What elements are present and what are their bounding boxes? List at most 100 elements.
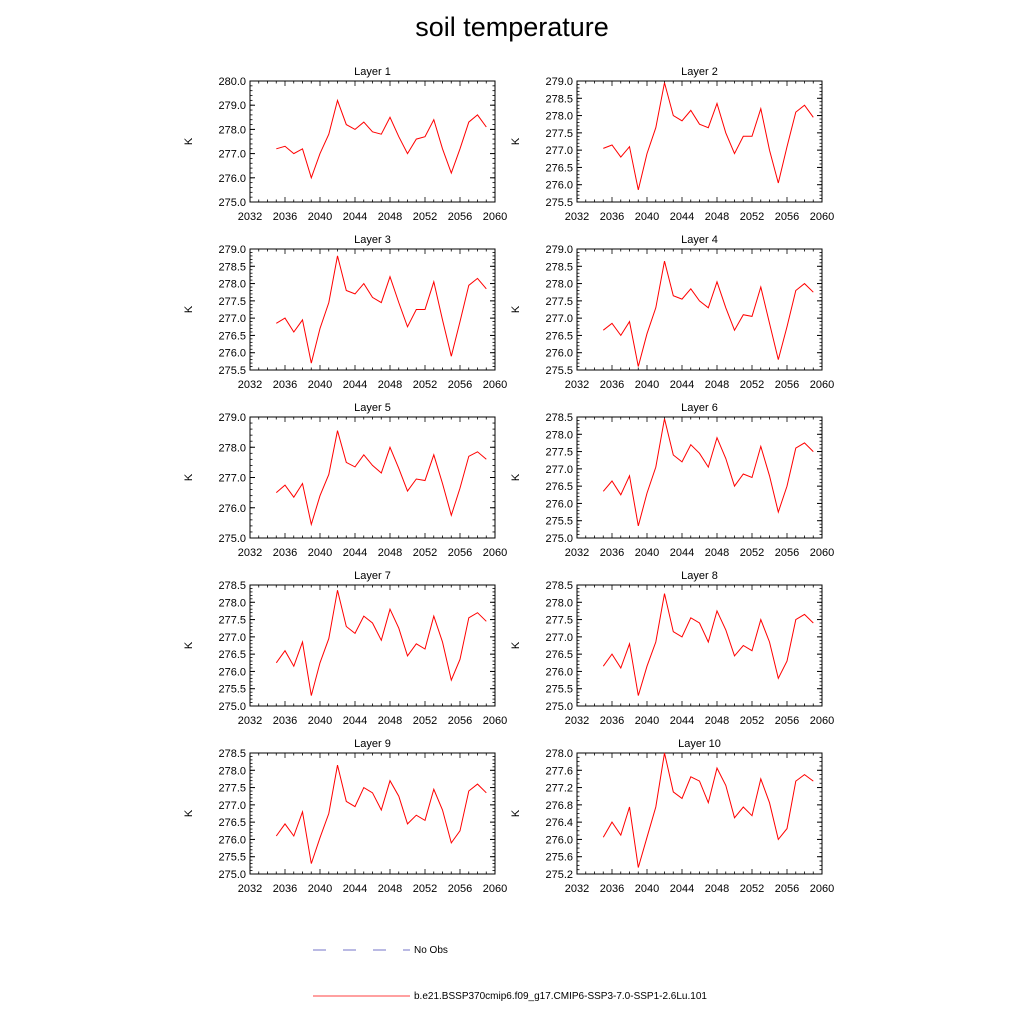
y-tick-label: 278.0 [218,597,246,609]
x-tick-label: 2048 [705,883,729,895]
x-tick-label: 2032 [238,379,262,391]
y-tick-label: 276.5 [545,649,573,661]
chart-panel-4: Layer 4 275.5 276.0 276.5 277.0 277.5 278.0 278… [510,234,834,391]
x-tick-label: 2036 [600,211,624,223]
series-line [602,593,814,696]
y-tick-label: 275.0 [545,533,573,545]
x-tick-label: 2040 [635,715,659,727]
x-tick-label: 2060 [483,715,507,727]
y-tick-label: 276.0 [545,834,573,846]
y-tick-label: 276.0 [218,503,246,515]
chart-main-title: soil temperature [415,12,609,42]
y-tick-label: 276.5 [545,162,573,174]
x-tick-label: 2048 [378,211,402,223]
x-tick-label: 2032 [565,379,589,391]
y-tick-label: 277.5 [545,615,573,627]
x-tick-label: 2044 [670,547,694,559]
y-tick-label: 278.5 [545,580,573,592]
x-tick-label: 2048 [705,379,729,391]
chart-panel-8: Layer 8 275.0 275.5 276.0 276.5 277.0 277.5 278… [510,570,834,727]
x-tick-label: 2048 [705,547,729,559]
panel-title: Layer 1 [354,66,391,78]
y-tick-label: 278.0 [545,429,573,441]
panel-title: Layer 10 [678,738,721,750]
y-tick-label: 275.0 [218,197,246,209]
x-tick-label: 2032 [238,211,262,223]
panel-title: Layer 9 [354,738,391,750]
x-tick-label: 2052 [740,547,764,559]
y-tick-label: 278.0 [545,748,573,760]
y-tick-label: 275.5 [218,365,246,377]
chart-panel-3: Layer 3 275.5 276.0 276.5 277.0 277.5 278.0 278… [183,234,507,391]
x-tick-label: 2036 [273,715,297,727]
y-tick-label: 279.0 [545,244,573,256]
x-tick-label: 2060 [483,547,507,559]
x-tick-label: 2060 [810,379,834,391]
y-tick-label: 277.0 [545,313,573,325]
x-tick-label: 2040 [635,379,659,391]
legend: No Obs b.e21.BSSP370cmip6.f09_g17.CMIP6-S… [313,945,707,1002]
x-tick-label: 2048 [705,211,729,223]
x-tick-label: 2056 [448,883,472,895]
plot-frame [576,248,823,371]
x-tick-label: 2032 [238,883,262,895]
x-tick-label: 2048 [378,883,402,895]
x-tick-label: 2056 [448,715,472,727]
y-tick-label: 276.0 [545,666,573,678]
y-tick-label: 275.6 [545,852,573,864]
x-tick-label: 2036 [273,211,297,223]
y-tick-label: 276.8 [545,800,573,812]
x-tick-label: 2040 [308,547,332,559]
panel-title: Layer 4 [681,234,718,246]
y-axis-label: K [510,641,522,649]
x-tick-label: 2036 [600,715,624,727]
panel-title: Layer 5 [354,402,391,414]
x-tick-label: 2036 [600,883,624,895]
y-tick-label: 277.2 [545,783,573,795]
y-tick-label: 275.0 [218,533,246,545]
y-tick-label: 276.5 [218,817,246,829]
series-line [275,430,487,527]
x-tick-label: 2056 [775,547,799,559]
y-tick-label: 276.0 [218,173,246,185]
y-tick-label: 276.0 [545,498,573,510]
y-tick-label: 278.0 [218,279,246,291]
series-line [275,590,487,696]
x-tick-label: 2056 [775,379,799,391]
x-tick-label: 2032 [238,715,262,727]
y-axis-label: K [183,809,195,817]
plot-frame [576,752,823,875]
x-tick-label: 2044 [343,715,367,727]
series-line [602,752,814,868]
x-tick-label: 2056 [775,211,799,223]
series-line [602,418,814,527]
legend-model-label: b.e21.BSSP370cmip6.f09_g17.CMIP6-SSP3-7.… [414,991,707,1002]
y-tick-label: 277.0 [545,464,573,476]
x-tick-label: 2040 [308,379,332,391]
series-line [276,255,487,364]
y-axis-label: K [183,473,195,481]
y-tick-label: 276.0 [545,180,573,192]
y-tick-label: 276.0 [218,348,246,360]
y-tick-label: 277.5 [218,615,246,627]
y-tick-label: 276.5 [218,330,246,342]
x-tick-label: 2044 [343,547,367,559]
x-tick-label: 2052 [413,883,437,895]
x-tick-label: 2052 [740,715,764,727]
x-tick-label: 2032 [565,547,589,559]
y-tick-label: 279.0 [218,412,246,424]
y-tick-label: 278.5 [218,261,246,273]
y-axis-label: K [510,809,522,817]
x-tick-label: 2060 [483,883,507,895]
y-axis-label: K [183,305,195,313]
chart-panel-2: Layer 2 275.5 276.0 276.5 277.0 277.5 278.0 278… [510,66,834,223]
legend-obs-label: No Obs [414,945,448,956]
x-tick-label: 2044 [670,715,694,727]
x-tick-label: 2036 [273,883,297,895]
y-tick-label: 278.0 [218,442,246,454]
x-tick-label: 2052 [413,547,437,559]
chart-panel-5: Layer 5 275.0 276.0 277.0 278.0 279.0 2032 2036… [183,402,507,559]
y-tick-label: 277.0 [218,473,246,485]
x-tick-label: 2036 [273,379,297,391]
x-tick-label: 2056 [775,883,799,895]
